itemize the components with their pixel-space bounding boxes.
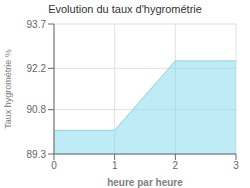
svg-text:89.3: 89.3 (27, 149, 47, 160)
svg-text:0: 0 (51, 160, 57, 171)
svg-text:Taux hygrométrie %: Taux hygrométrie % (3, 49, 13, 129)
svg-text:1: 1 (112, 160, 118, 171)
svg-text:3: 3 (233, 160, 239, 171)
svg-text:93.7: 93.7 (27, 19, 47, 30)
svg-text:90.8: 90.8 (27, 104, 47, 115)
svg-text:2: 2 (173, 160, 179, 171)
svg-text:92.2: 92.2 (27, 63, 47, 74)
html-text:Evolution du taux d'hygrométri: Evolution du taux d'hygrométrie (48, 3, 202, 15)
svg-text:heure par heure: heure par heure (107, 177, 183, 188)
